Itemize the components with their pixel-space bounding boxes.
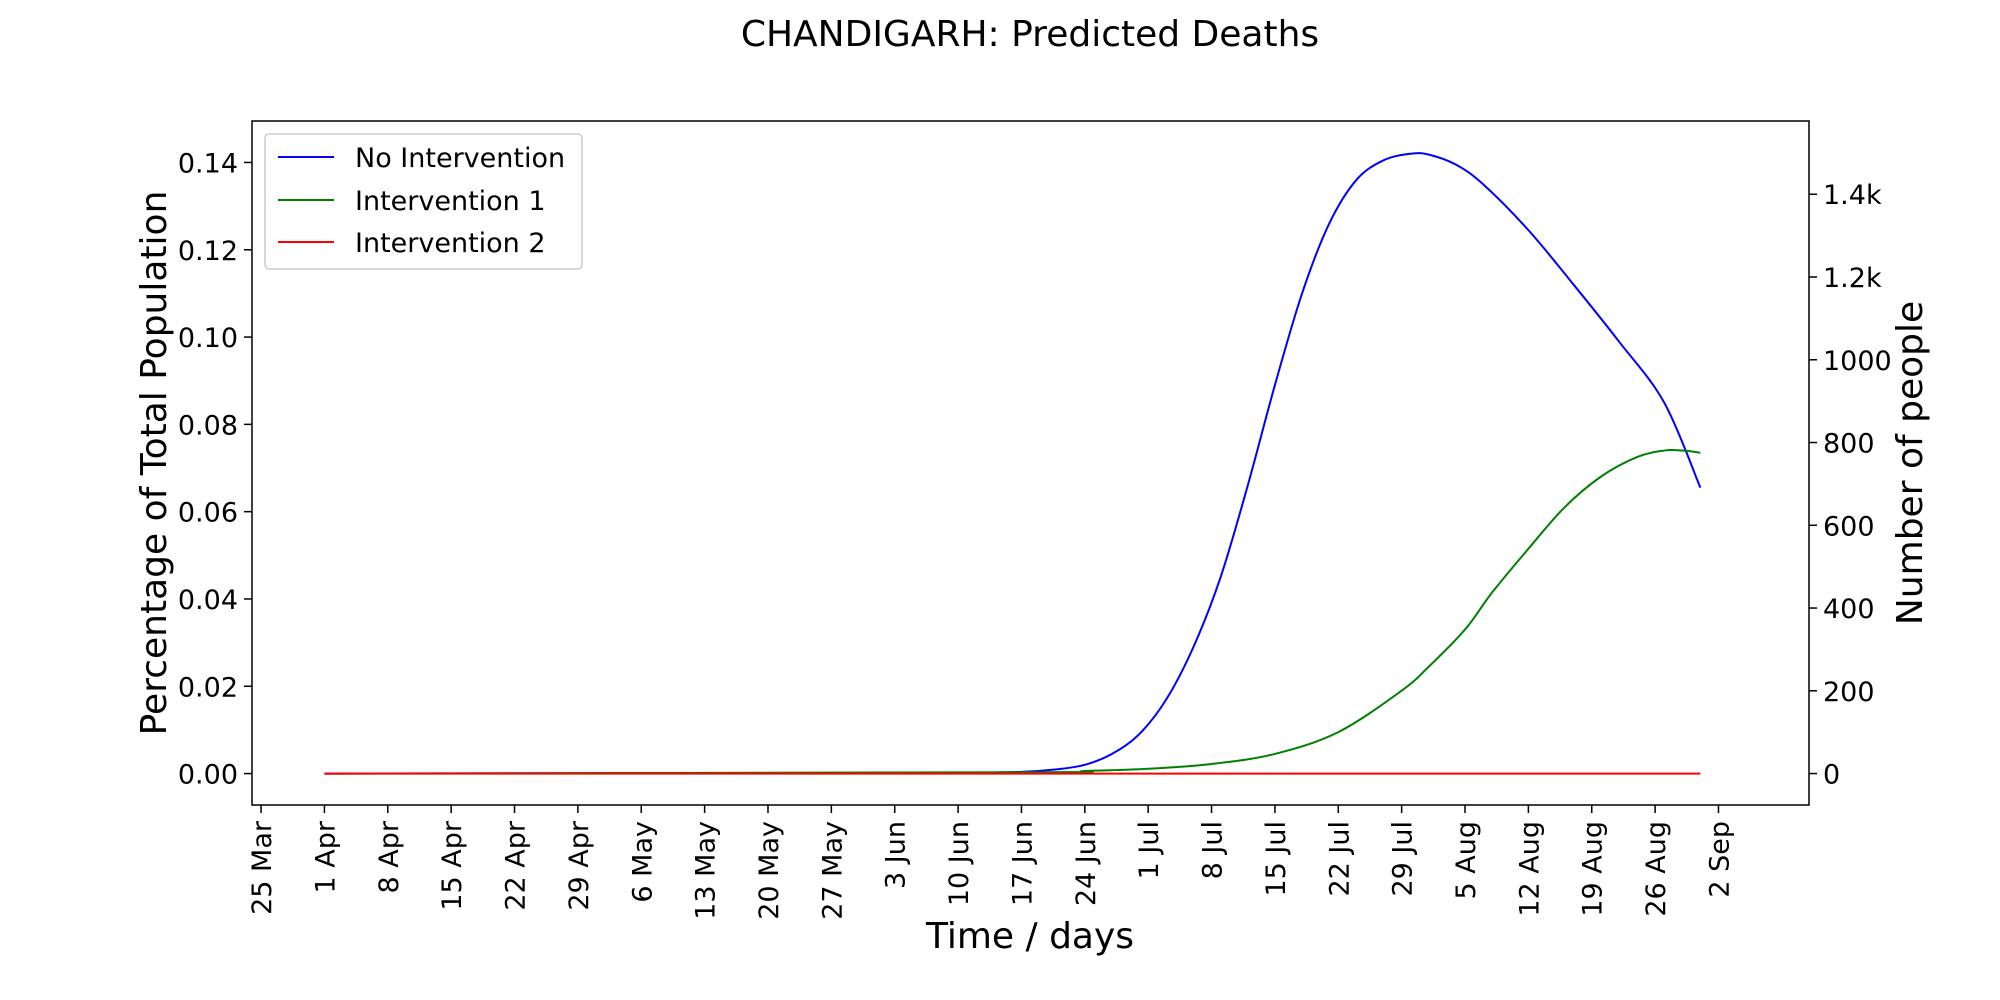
x-tick-label: 1 Jul xyxy=(1134,821,1165,879)
y-tick-label: 0.06 xyxy=(178,498,238,529)
y-tick-label: 0.08 xyxy=(178,410,238,441)
x-tick-label: 29 Apr xyxy=(564,820,595,911)
x-tick-label: 1 Apr xyxy=(310,820,341,893)
legend: No Intervention Intervention 1 Intervent… xyxy=(264,133,583,270)
legend-label-no-intervention: No Intervention xyxy=(355,143,565,174)
x-tick-label: 6 May xyxy=(627,821,658,903)
x-tick-label: 19 Aug xyxy=(1578,821,1609,917)
x-tick-label: 24 Jun xyxy=(1071,821,1102,906)
y-axis-right-title: Number of people xyxy=(1890,301,1931,625)
y2-tick-label: 1000 xyxy=(1823,346,1892,377)
y2-tick-label: 0 xyxy=(1823,760,1840,791)
x-tick-label: 26 Aug xyxy=(1641,821,1672,917)
y-tick-label: 0.04 xyxy=(178,585,238,616)
y2-tick-label: 600 xyxy=(1823,511,1875,542)
series-lines xyxy=(324,152,1702,775)
x-tick-label: 15 Apr xyxy=(437,820,468,911)
x-tick-label: 8 Jul xyxy=(1198,821,1229,879)
x-tick-label: 22 Jul xyxy=(1324,821,1355,897)
legend-label-intervention-2: Intervention 2 xyxy=(355,228,546,259)
y-tick-label: 0.10 xyxy=(178,323,238,354)
y2-tick-label: 200 xyxy=(1823,677,1875,708)
x-axis-title: Time / days xyxy=(925,916,1134,957)
chart-title: CHANDIGARH: Predicted Deaths xyxy=(741,14,1319,55)
x-tick-label: 22 Apr xyxy=(501,820,532,911)
y-axis-right-ticks: 0 200 400 600 800 1000 1.2k 1.4k xyxy=(1809,180,1892,791)
x-tick-label: 27 May xyxy=(817,821,848,920)
y-tick-label: 0.00 xyxy=(178,760,238,791)
y-axis-left-title: Percentage of Total Population xyxy=(134,191,175,736)
series-line-intervention-1 xyxy=(324,448,1701,775)
legend-label-intervention-1: Intervention 1 xyxy=(355,186,546,217)
x-tick-label: 20 May xyxy=(754,821,785,920)
x-axis-ticks: 25 Mar 1 Apr 8 Apr 15 Apr 22 Apr 29 Apr 6 May 1… xyxy=(247,805,1735,920)
x-tick-label: 12 Aug xyxy=(1514,821,1545,917)
y-axis-left-ticks: 0.00 0.02 0.04 0.06 0.08 0.10 0.12 0.14 xyxy=(178,148,252,791)
x-tick-label: 15 Jul xyxy=(1261,821,1292,897)
x-tick-label: 2 Sep xyxy=(1704,821,1735,898)
x-tick-label: 5 Aug xyxy=(1451,821,1482,899)
x-tick-label: 29 Jul xyxy=(1388,821,1419,897)
x-tick-label: 17 Jun xyxy=(1007,821,1038,906)
y2-tick-label: 1.2k xyxy=(1823,263,1882,294)
x-tick-label: 13 May xyxy=(691,821,722,920)
y2-tick-label: 800 xyxy=(1823,429,1875,460)
legend-box xyxy=(264,133,583,270)
x-tick-label: 3 Jun xyxy=(881,821,912,889)
x-tick-label: 8 Apr xyxy=(374,820,405,893)
y-tick-label: 0.02 xyxy=(178,672,238,703)
y-tick-label: 0.14 xyxy=(178,148,238,179)
y2-tick-label: 400 xyxy=(1823,594,1875,625)
plot-frame xyxy=(251,120,1810,806)
x-tick-label: 10 Jun xyxy=(944,821,975,906)
y2-tick-label: 1.4k xyxy=(1823,180,1882,211)
x-tick-label: 25 Mar xyxy=(247,820,278,915)
y-tick-label: 0.12 xyxy=(178,236,238,267)
